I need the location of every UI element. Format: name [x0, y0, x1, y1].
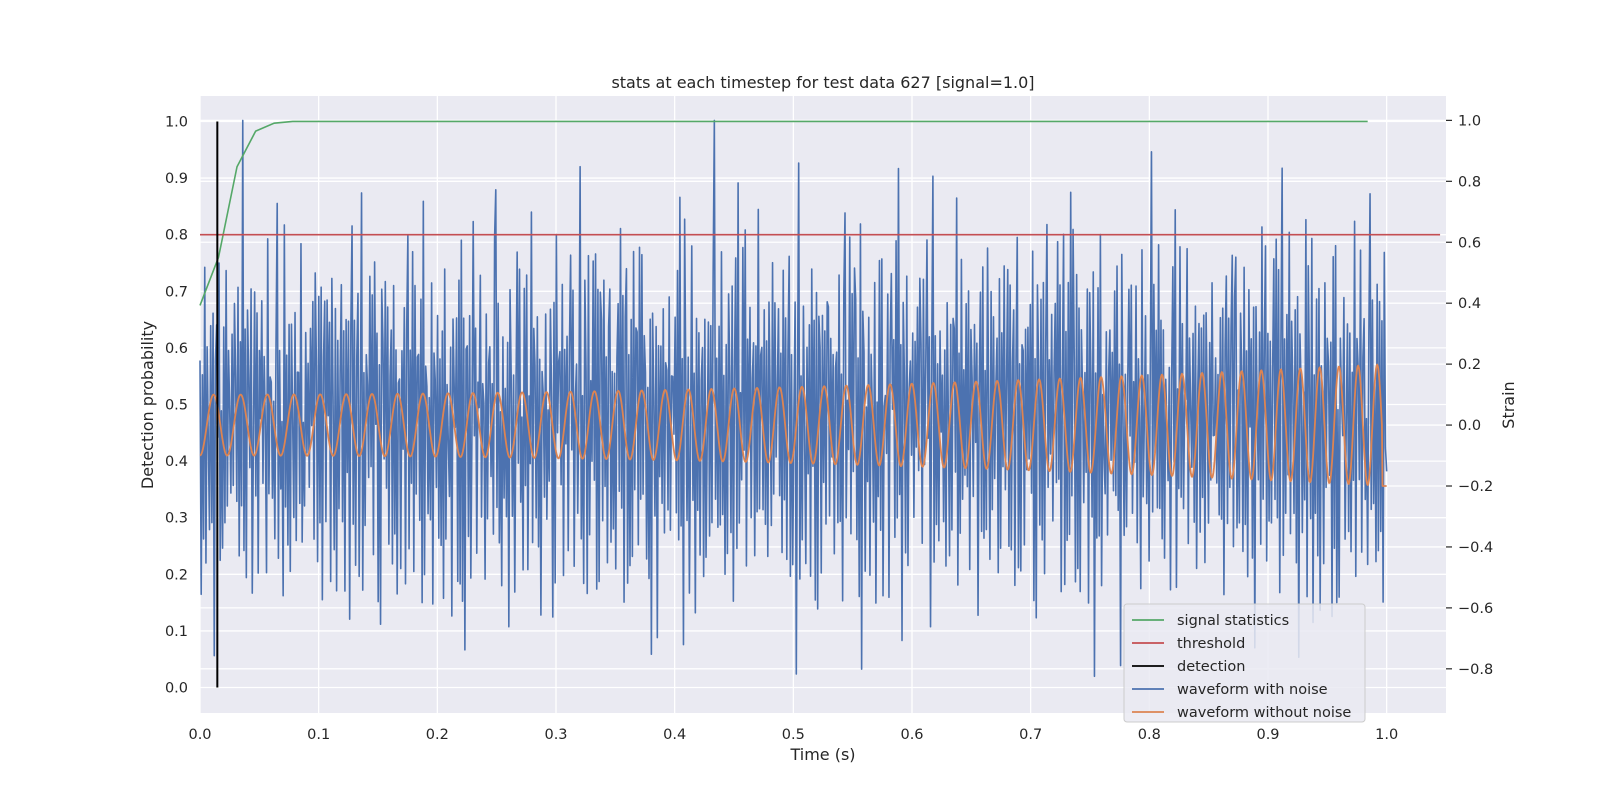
- y-tick-label: 0.9: [165, 171, 188, 187]
- legend-label: waveform with noise: [1177, 682, 1328, 698]
- legend-box: [1123, 603, 1366, 723]
- y2-tick-label: 0.2: [1458, 357, 1481, 373]
- x-tick-label: 0.8: [1138, 727, 1161, 743]
- x-tick-label: 0.5: [782, 727, 805, 743]
- x-tick-labels: 0.0 0.1 0.2 0.3 0.4 0.5 0.6 0.7 0.8 0.9 1.0: [188, 727, 1398, 743]
- x-tick-label: 0.1: [307, 727, 330, 743]
- legend: signal statistics threshold detection wavef…: [1123, 603, 1366, 723]
- legend-label: signal statistics: [1177, 613, 1289, 629]
- y-tick-label: 0.2: [165, 567, 188, 583]
- y2-tick-label: 0.8: [1458, 174, 1481, 190]
- y-tick-label: 0.4: [165, 454, 188, 470]
- x-tick-label: 0.6: [900, 727, 923, 743]
- y2-tick-label: 0.4: [1458, 296, 1481, 312]
- y2-tick-label: 1.0: [1458, 113, 1481, 129]
- legend-label: waveform without noise: [1177, 705, 1351, 721]
- chart-title: stats at each timestep for test data 627…: [611, 73, 1034, 92]
- y-tick-label: 1.0: [165, 114, 188, 130]
- legend-label: detection: [1177, 659, 1245, 675]
- y2-tick-label: −0.2: [1458, 479, 1493, 495]
- y2-tick-label: −0.8: [1458, 662, 1493, 678]
- x-tick-label: 0.2: [426, 727, 449, 743]
- y-tick-label: 0.1: [165, 624, 188, 640]
- y2-tick-label: 0.0: [1458, 418, 1481, 434]
- y-tick-label: 0.3: [165, 511, 188, 527]
- series-signal-statistics: [199, 120, 1368, 306]
- series-layer: [199, 119, 1441, 688]
- series-waveform-without-noise: [199, 363, 1387, 487]
- y2-axis-label: Strain: [1499, 381, 1518, 428]
- x-axis-label: Time (s): [789, 745, 855, 764]
- y-tick-label: 0.0: [165, 681, 188, 697]
- y2-tick-label: −0.6: [1458, 601, 1493, 617]
- y2-tick-label: −0.4: [1458, 540, 1493, 556]
- x-tick-label: 0.4: [663, 727, 686, 743]
- y-tick-label: 0.8: [165, 228, 188, 244]
- x-tick-label: 0.0: [188, 727, 211, 743]
- y-axis-label: Detection probability: [138, 321, 157, 489]
- x-tick-label: 0.9: [1256, 727, 1279, 743]
- y-tick-label: 0.7: [165, 284, 188, 300]
- y-tick-label: 0.5: [165, 398, 188, 414]
- y-tick-labels: 0.0 0.1 0.2 0.3 0.4 0.5 0.6 0.7 0.8 0.9 1.0: [165, 114, 188, 696]
- y2-tick-labels: −0.8 −0.6 −0.4 −0.2 0.0 0.2 0.4 0.6 0.8 1.0: [1446, 113, 1493, 678]
- x-tick-label: 1.0: [1375, 727, 1398, 743]
- legend-label: threshold: [1177, 636, 1245, 652]
- y2-tick-label: 0.6: [1458, 235, 1481, 251]
- x-tick-label: 0.3: [544, 727, 567, 743]
- y-tick-label: 0.6: [165, 341, 188, 357]
- x-tick-label: 0.7: [1019, 727, 1042, 743]
